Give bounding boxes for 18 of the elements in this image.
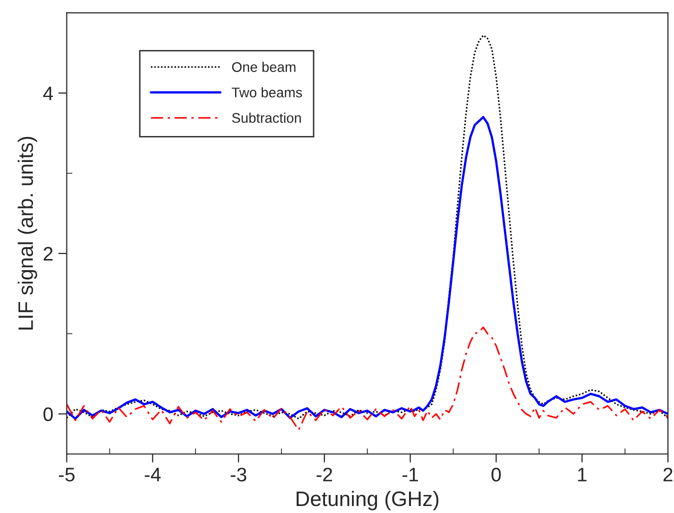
x-tick-label: -3 bbox=[230, 468, 246, 482]
y-tick-label: 2 bbox=[44, 246, 53, 261]
x-tick-label: 1 bbox=[578, 468, 587, 482]
x-tick-label: -1 bbox=[402, 468, 418, 482]
y-axis-title: LIF signal (arb. units) bbox=[18, 136, 38, 330]
legend-label: Subtraction bbox=[232, 112, 301, 123]
y-tick-label: 4 bbox=[43, 86, 53, 100]
y-tick-label: 0 bbox=[43, 407, 53, 422]
x-tick-label: -2 bbox=[316, 468, 332, 482]
line-series bbox=[66, 34, 668, 420]
x-tick-label: 2 bbox=[664, 468, 672, 482]
x-tick-label: -4 bbox=[144, 468, 161, 482]
x-axis-title: Detuning (GHz) bbox=[296, 490, 438, 510]
legend-label: Two beams bbox=[232, 87, 302, 98]
legend-label: One beam bbox=[232, 62, 296, 72]
line-series bbox=[66, 326, 668, 431]
x-tick-label: 0 bbox=[492, 468, 501, 482]
x-tick-label: -5 bbox=[58, 468, 75, 482]
